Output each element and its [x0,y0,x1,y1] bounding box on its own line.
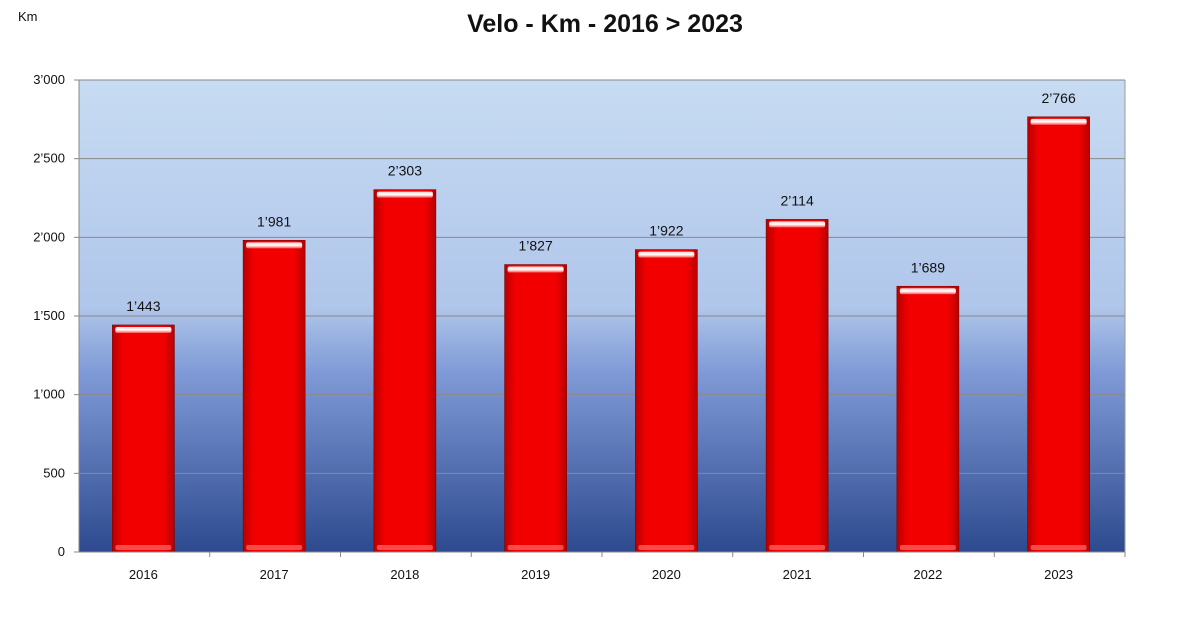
bar-bottom-highlight [376,545,433,550]
bar-top-highlight [115,326,172,333]
bar-body [242,240,306,553]
data-label: 1’443 [126,298,160,314]
x-tick-label: 2022 [913,567,942,582]
bar-bottom-highlight [1030,545,1087,550]
y-tick-label: 0 [58,544,65,559]
bar-body [765,219,829,553]
chart-title: Velo - Km - 2016 > 2023 [467,10,743,38]
bar-body [504,264,567,553]
bar-top-highlight [376,191,433,198]
data-label: 2’114 [781,192,814,208]
bar-body [635,249,698,553]
bar-top-highlight [769,221,826,228]
bar-bottom-highlight [115,545,172,550]
y-tick-label: 1’500 [33,308,65,323]
bar-2021 [765,219,829,553]
y-tick-label: 2’000 [33,229,65,244]
bar-bottom-highlight [899,545,956,550]
bar-top-highlight [899,288,956,295]
data-label: 1’689 [911,259,945,275]
bar-body [1027,116,1090,553]
y-axis-unit-label: Km [18,9,38,24]
x-tick-label: 2016 [129,567,158,582]
x-tick-label: 2019 [521,567,550,582]
bar-body [373,189,437,553]
data-label: 2’766 [1041,90,1075,106]
bar-2017 [242,240,306,553]
y-tick-label: 1’000 [33,387,65,402]
bar-bottom-highlight [246,545,303,550]
bar-2023 [1027,116,1090,553]
data-label: 1’922 [649,223,683,239]
x-tick-label: 2020 [652,567,681,582]
bar-2018 [373,189,437,553]
bar-top-highlight [507,266,564,273]
bar-2022 [896,285,960,553]
bar-bottom-highlight [769,545,826,550]
bar-body [112,324,175,553]
x-tick-label: 2021 [783,567,812,582]
bar-bottom-highlight [638,545,695,550]
data-label: 1’981 [257,213,291,229]
bar-top-highlight [246,242,303,249]
bar-body [896,285,960,553]
data-label: 2’303 [388,163,422,179]
data-label: 1’827 [518,238,552,254]
y-tick-label: 500 [43,465,65,480]
y-tick-label: 3’000 [33,72,65,87]
bar-2019 [504,264,567,553]
bar-bottom-highlight [507,545,564,550]
bar-top-highlight [638,251,695,258]
x-tick-label: 2017 [260,567,289,582]
bar-2020 [635,249,698,553]
bar-2016 [112,324,175,553]
bar-top-highlight [1030,118,1087,125]
x-tick-label: 2018 [390,567,419,582]
y-tick-label: 2’500 [33,151,65,166]
x-tick-label: 2023 [1044,567,1073,582]
